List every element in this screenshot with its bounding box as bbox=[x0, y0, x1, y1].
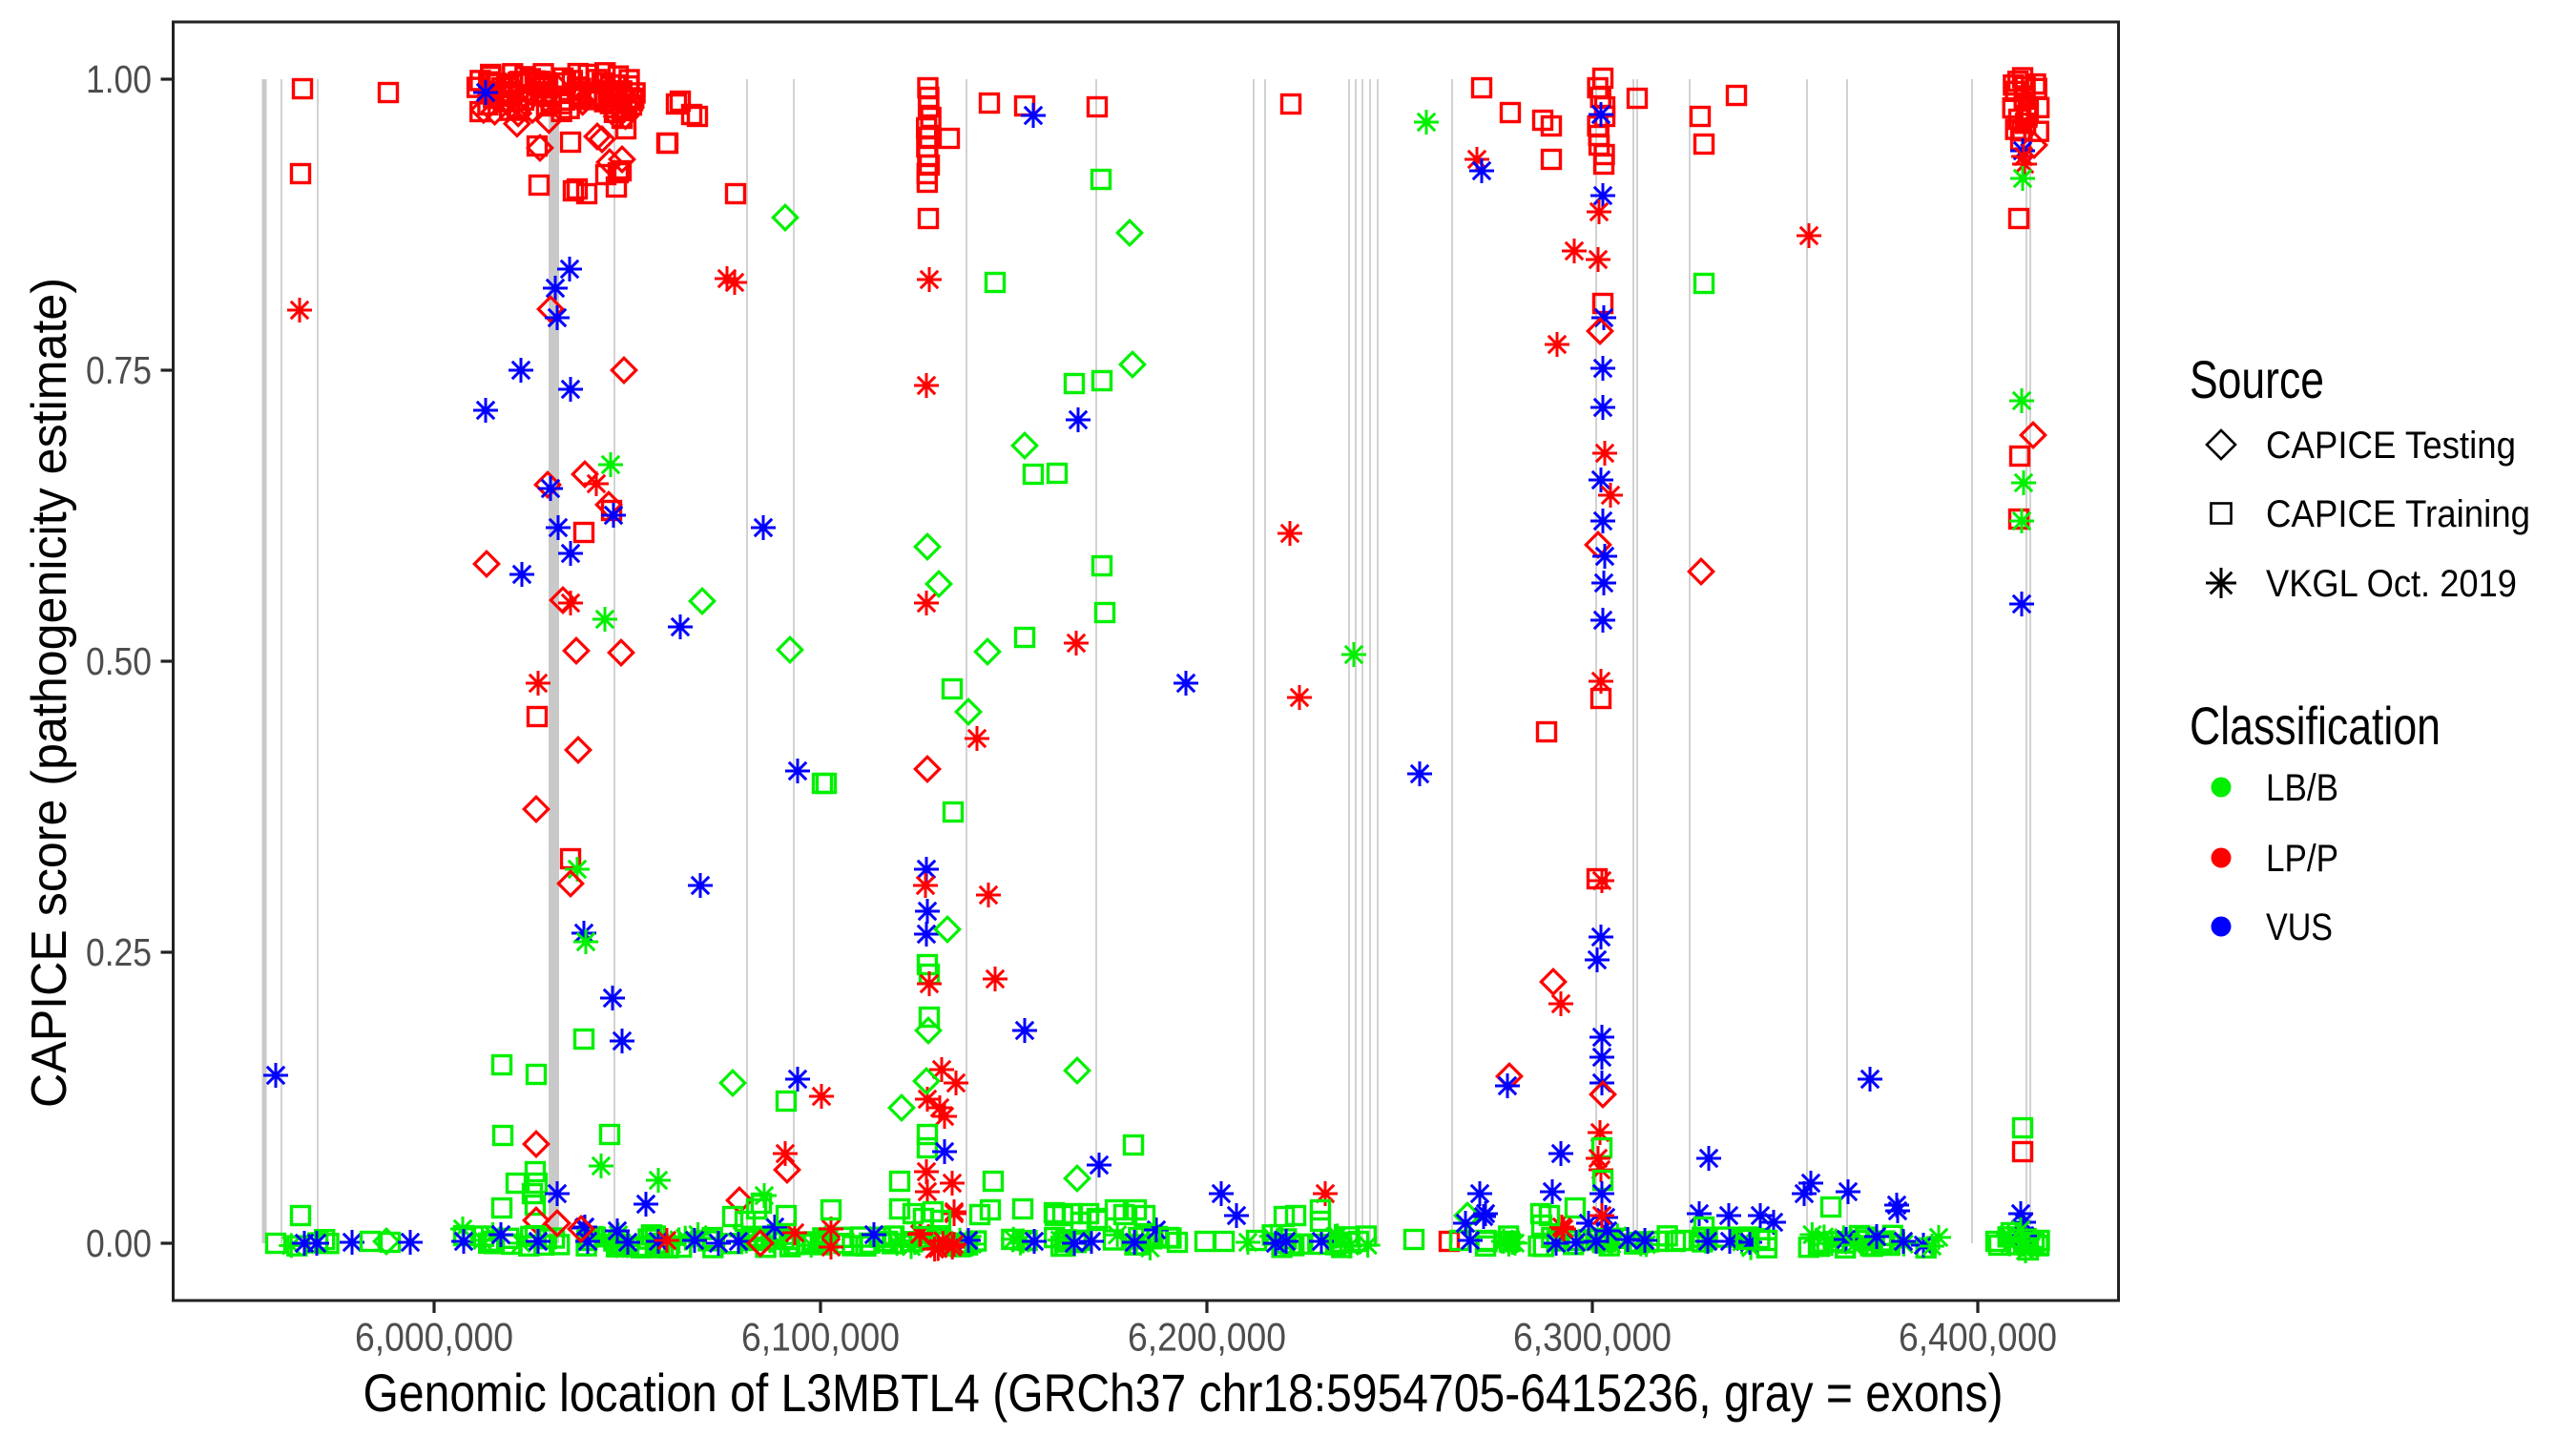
svg-text:CAPICE Testing: CAPICE Testing bbox=[2266, 425, 2516, 467]
svg-text:Genomic location of L3MBTL4 (G: Genomic location of L3MBTL4 (GRCh37 chr1… bbox=[364, 1363, 2004, 1423]
svg-text:Source: Source bbox=[2190, 349, 2324, 409]
svg-text:1.00: 1.00 bbox=[86, 57, 152, 101]
svg-text:Classification: Classification bbox=[2190, 696, 2441, 756]
svg-text:6,000,000: 6,000,000 bbox=[355, 1315, 513, 1360]
svg-text:0.25: 0.25 bbox=[86, 930, 152, 974]
svg-text:6,300,000: 6,300,000 bbox=[1513, 1315, 1672, 1360]
svg-text:LP/P: LP/P bbox=[2266, 838, 2338, 880]
svg-text:6,200,000: 6,200,000 bbox=[1128, 1315, 1286, 1360]
svg-text:CAPICE score (pathogenicity es: CAPICE score (pathogenicity estimate) bbox=[22, 278, 77, 1108]
svg-text:VKGL Oct. 2019: VKGL Oct. 2019 bbox=[2266, 563, 2517, 605]
svg-text:0.75: 0.75 bbox=[86, 348, 152, 392]
svg-text:0.00: 0.00 bbox=[86, 1221, 152, 1265]
svg-text:6,100,000: 6,100,000 bbox=[741, 1315, 900, 1360]
svg-text:0.50: 0.50 bbox=[86, 639, 152, 683]
svg-text:CAPICE Training: CAPICE Training bbox=[2266, 493, 2530, 535]
svg-text:VUS: VUS bbox=[2266, 906, 2333, 948]
svg-text:LB/B: LB/B bbox=[2266, 767, 2338, 809]
svg-text:6,400,000: 6,400,000 bbox=[1899, 1315, 2057, 1360]
